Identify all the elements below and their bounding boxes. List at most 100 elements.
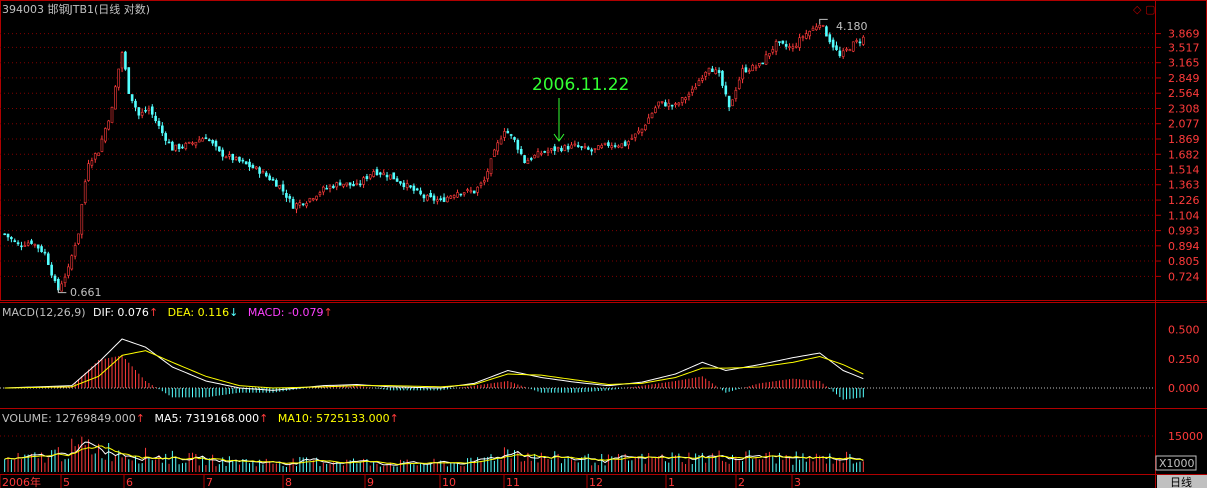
candle-body (338, 182, 342, 186)
candle-body (472, 190, 476, 194)
candle-body (358, 183, 362, 186)
candle-body (466, 189, 469, 191)
candle-body (415, 188, 419, 191)
candle-body (529, 158, 533, 160)
candle-body (794, 45, 798, 48)
candle-body (590, 149, 593, 152)
candle-body (214, 140, 218, 147)
candle-body (600, 145, 604, 149)
candle-body (124, 51, 127, 70)
candle-body (690, 88, 694, 93)
candle-body (818, 24, 822, 28)
candle-body (603, 142, 607, 145)
price-tick-label: 0.993 (1168, 225, 1200, 238)
price-tick-label: 2.077 (1168, 118, 1200, 131)
candle-body (456, 192, 459, 198)
candle-body (613, 145, 617, 147)
candle-body (342, 183, 345, 187)
date-annotation: 2006.11.22 (532, 75, 629, 95)
date-tick-label: 1 (668, 476, 675, 488)
candle-body (462, 192, 466, 195)
candle-body (758, 63, 761, 67)
dea-value: DEA: 0.116 (168, 306, 229, 319)
candle-body (365, 176, 369, 180)
candle-body (238, 156, 241, 162)
volume-unit-box (1155, 455, 1197, 471)
candle-body (285, 193, 288, 198)
candle-body (40, 246, 43, 253)
candle-body (127, 67, 131, 94)
candlestick-series (3, 18, 865, 294)
candle-body (630, 137, 634, 140)
date-tick-label: 5 (63, 476, 70, 488)
candle-body (483, 180, 486, 183)
chart-period: (日线 对数) (94, 2, 150, 16)
candle-body (389, 174, 392, 180)
candle-body (161, 125, 164, 134)
dea-line (4, 350, 864, 389)
candle-body (754, 66, 758, 69)
volume-tick-label: 15000 (1168, 430, 1203, 443)
candle-body (379, 172, 382, 175)
macd-histogram (7, 355, 864, 400)
candle-body (503, 131, 506, 138)
period-tab-label[interactable]: 日线 (1170, 475, 1192, 488)
candle-body (774, 41, 778, 52)
candle-body (77, 233, 80, 244)
annotation-arrow-head (553, 133, 565, 142)
candle-body (90, 160, 94, 166)
candle-body (197, 139, 201, 143)
candle-body (201, 138, 204, 142)
candle-body (419, 190, 422, 195)
candle-body (841, 50, 845, 57)
candle-body (791, 46, 795, 49)
candle-body (43, 251, 47, 254)
candle-body (657, 101, 661, 107)
candle-body (258, 167, 261, 174)
candle-body (171, 141, 174, 151)
candle-body (117, 68, 121, 88)
candle-body (33, 243, 37, 246)
candle-body (479, 182, 483, 186)
candle-body (355, 183, 359, 185)
price-tick-label: 3.165 (1168, 57, 1200, 70)
candle-body (583, 146, 587, 148)
candle-body (26, 242, 30, 246)
volume-bars (4, 436, 864, 472)
candle-body (513, 137, 516, 140)
candle-body (828, 34, 832, 43)
candle-body (100, 138, 104, 152)
candle-body (486, 171, 489, 180)
candle-body (499, 138, 503, 145)
price-tick-label: 2.308 (1168, 102, 1200, 115)
candle-body (821, 25, 825, 27)
candle-body (97, 152, 100, 156)
candle-body (191, 142, 194, 145)
candle-body (694, 86, 697, 90)
candle-body (103, 128, 107, 142)
candle-body (241, 159, 245, 162)
candle-body (644, 124, 647, 131)
candle-body (30, 240, 33, 244)
candle-body (660, 101, 664, 103)
candle-body (13, 240, 17, 242)
candle-body (597, 145, 600, 151)
candle-body (724, 85, 728, 95)
period-tab[interactable] (1157, 475, 1207, 488)
candle-body (556, 147, 560, 150)
candle-body (825, 26, 828, 37)
candle-body (737, 79, 741, 90)
candle-body (107, 120, 110, 130)
window-control-icons[interactable]: ◇ ▢ (1133, 3, 1155, 16)
candle-body (862, 36, 865, 45)
candle-body (566, 146, 570, 150)
candle-body (734, 90, 738, 99)
candle-body (194, 141, 198, 146)
candle-body (395, 178, 399, 182)
candle-body (187, 141, 191, 144)
candle-body (543, 151, 546, 153)
candle-body (301, 203, 305, 206)
candle-body (385, 174, 389, 178)
date-tick-label: 2006年 (2, 475, 41, 488)
